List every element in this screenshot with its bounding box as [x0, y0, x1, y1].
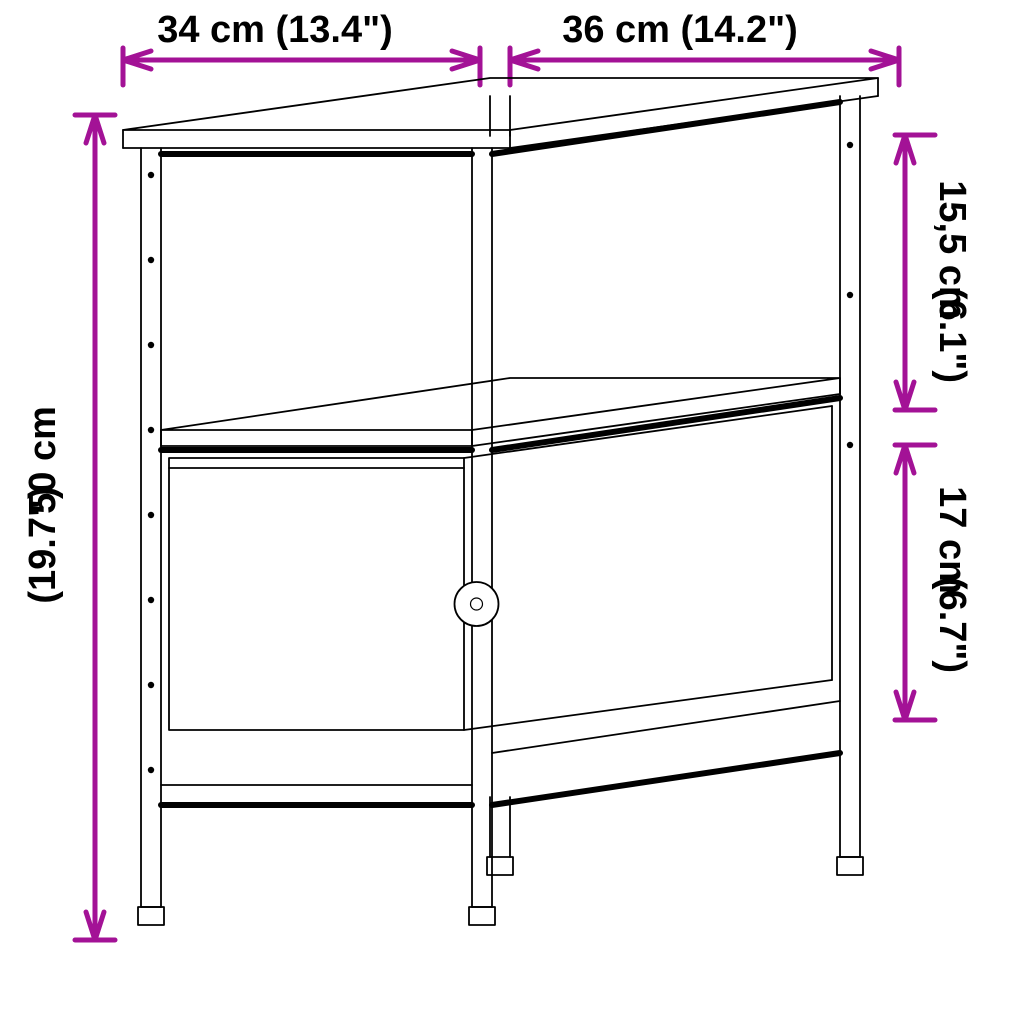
nightstand-drawing: [123, 78, 878, 925]
dimension-label: (6.1"): [931, 287, 973, 383]
dimension-label: 36 cm (14.2"): [562, 9, 798, 51]
dimension-label: (6.7"): [931, 577, 973, 673]
dimension-label: (19.7"): [22, 486, 64, 603]
drawer-knob: [455, 582, 499, 626]
dimension-label: 34 cm (13.4"): [157, 9, 393, 51]
